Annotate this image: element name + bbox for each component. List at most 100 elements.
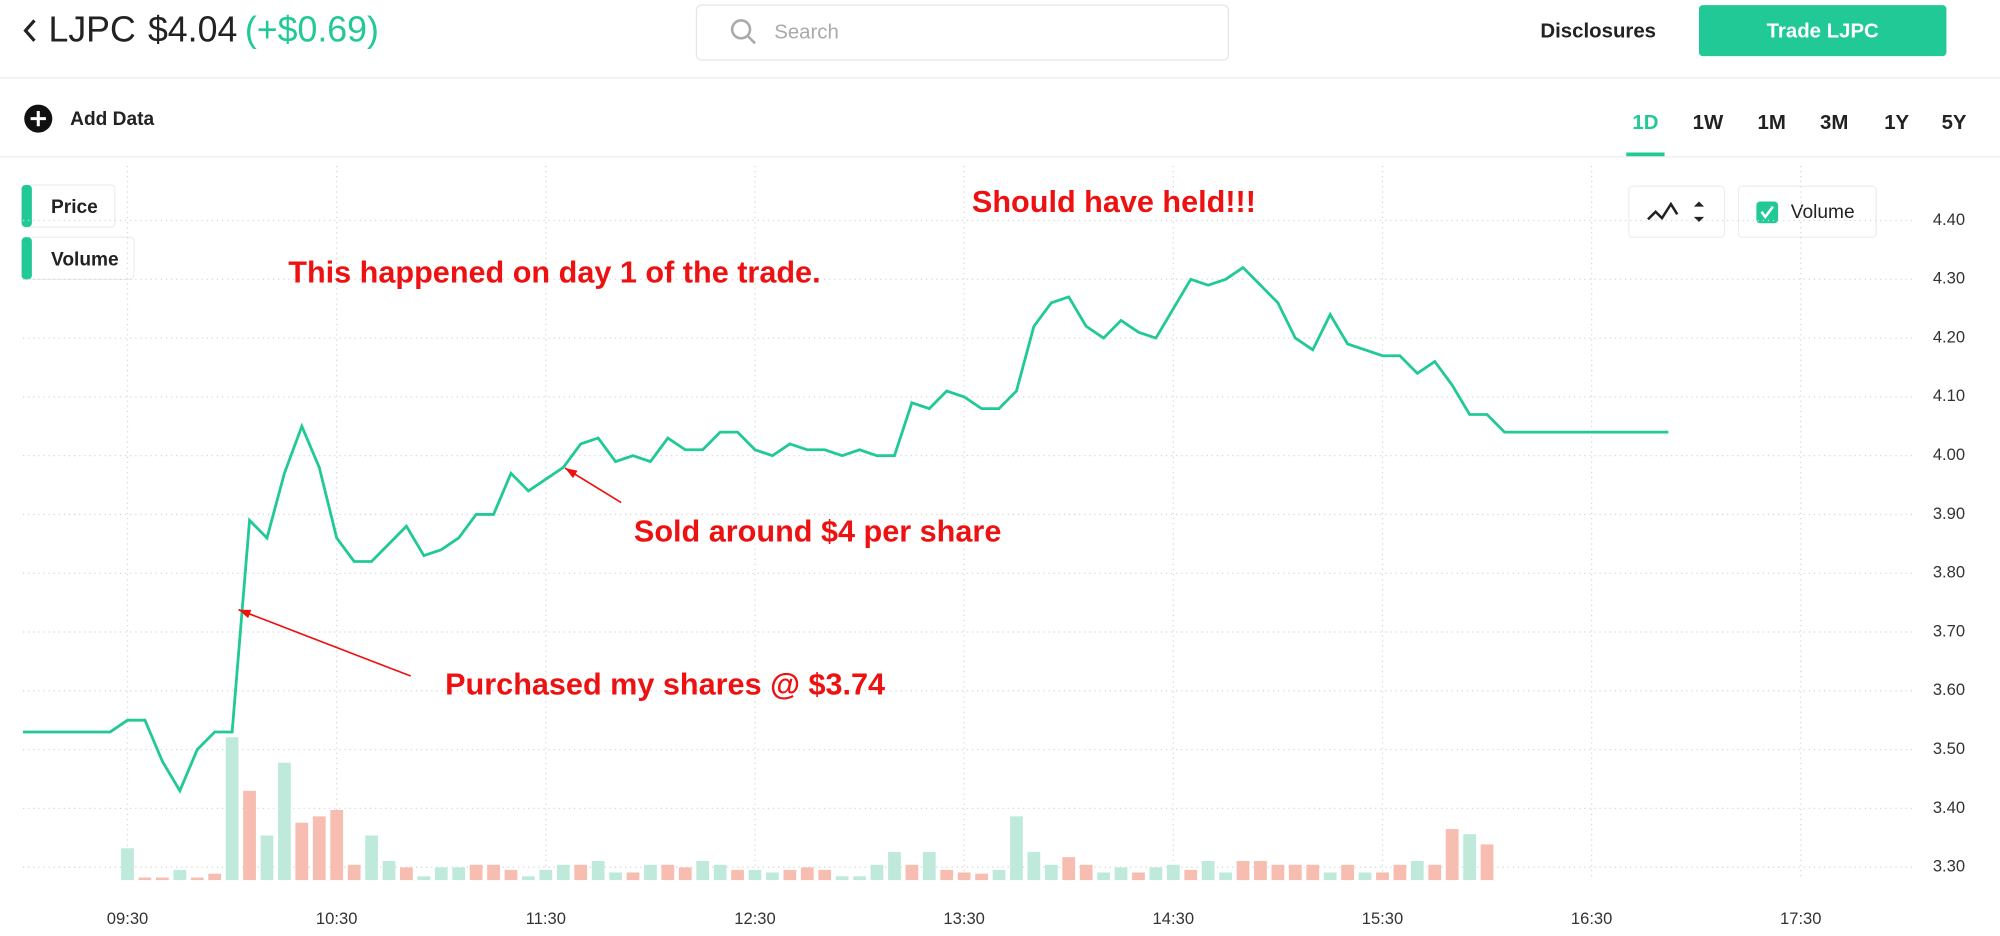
volume-bar <box>243 790 256 881</box>
dropdown-icon <box>1693 201 1705 222</box>
y-tick-label: 4.00 <box>1933 445 1965 464</box>
volume-bar <box>522 876 535 881</box>
price: $4.04 <box>148 9 237 49</box>
add-data-icon <box>30 110 46 127</box>
volume-bar <box>330 809 344 881</box>
volume-bar <box>626 872 640 881</box>
volume-bar <box>1132 872 1145 881</box>
volume-bar <box>556 864 570 881</box>
volume-bar <box>452 867 466 881</box>
volume-bar <box>1271 864 1285 881</box>
volume-bar <box>278 762 291 881</box>
volume-bar <box>539 869 553 881</box>
volume-bar <box>190 877 204 881</box>
range-button[interactable]: 1D <box>1632 112 1658 134</box>
volume-bar <box>975 873 988 881</box>
y-tick-label: 3.50 <box>1933 739 1965 758</box>
x-tick-label: 17:30 <box>1780 909 1822 928</box>
x-tick-label: 11:30 <box>526 909 566 928</box>
x-tick-label: 09:30 <box>107 909 148 928</box>
volume-bar <box>644 864 657 881</box>
range-button[interactable]: 5Y <box>1942 112 1967 134</box>
y-tick-label: 4.40 <box>1933 210 1965 229</box>
volume-bar <box>1062 857 1076 881</box>
volume-bar <box>1480 844 1494 881</box>
volume-bar <box>1254 860 1267 881</box>
annotation: This happened on day 1 of the trade. <box>288 255 820 289</box>
search-box[interactable] <box>695 4 1229 61</box>
volume-bar <box>905 864 919 881</box>
volume-bar <box>417 876 431 881</box>
legend-label: Volume <box>51 249 119 270</box>
volume-bar <box>870 864 884 881</box>
y-tick-label: 3.90 <box>1933 504 1965 523</box>
volume-bar <box>1428 864 1442 881</box>
volume-bar <box>1201 860 1215 881</box>
back-button[interactable] <box>23 19 36 42</box>
volume-bar <box>1341 864 1354 881</box>
chart-style-icon <box>1647 201 1679 221</box>
x-tick-label: 12:30 <box>734 909 776 928</box>
volume-bar <box>173 869 187 881</box>
volume-bar <box>922 852 936 881</box>
volume-bar <box>1097 872 1110 881</box>
legend-swatch <box>21 184 32 228</box>
volume-bar <box>957 872 971 881</box>
volume-toggle-label: Volume <box>1791 202 1855 223</box>
volume-bar <box>1376 872 1389 881</box>
volume-bar <box>1166 864 1180 881</box>
volume-bar <box>678 867 692 881</box>
volume-bar <box>731 869 744 881</box>
annotation: Should have held!!! <box>972 185 1256 219</box>
search-icon <box>730 19 752 40</box>
range-button[interactable]: 1M <box>1758 112 1786 134</box>
search-placeholder: Search <box>774 22 839 44</box>
volume-bar <box>1393 864 1407 881</box>
price-change: (+$0.69) <box>245 9 379 49</box>
volume-bar <box>1184 869 1198 881</box>
volume-bar <box>853 876 866 881</box>
volume-bar <box>138 877 152 881</box>
range-button[interactable]: 1W <box>1693 112 1724 134</box>
volume-bar <box>1463 834 1476 881</box>
volume-bar <box>1149 867 1163 881</box>
volume-bar <box>487 864 500 881</box>
volume-bar <box>574 864 588 881</box>
arrow-head <box>238 609 252 619</box>
volume-bar <box>940 869 954 881</box>
volume-bar <box>260 835 274 881</box>
volume-bar <box>1219 872 1232 881</box>
check-icon <box>1760 205 1774 219</box>
volume-bar <box>1358 872 1372 881</box>
volume-bar <box>225 737 239 881</box>
volume-bar <box>1044 864 1058 881</box>
volume-bar <box>766 872 779 881</box>
volume-toggle[interactable] <box>1737 185 1877 238</box>
disclosures-link[interactable]: Disclosures <box>1540 20 1656 42</box>
add-data-label[interactable]: Add Data <box>70 109 154 130</box>
volume-bar <box>1323 872 1337 881</box>
legend-label: Price <box>51 197 98 218</box>
volume-bar <box>1236 860 1250 881</box>
volume-bar <box>713 864 727 881</box>
annotation: Purchased my shares @ $3.74 <box>445 667 885 701</box>
x-tick-label: 13:30 <box>943 909 985 928</box>
volume-bar <box>835 876 849 881</box>
volume-bar <box>208 873 222 881</box>
volume-bar <box>888 852 901 881</box>
volume-bar <box>818 869 832 881</box>
range-button[interactable]: 3M <box>1820 112 1848 134</box>
volume-bar <box>1288 864 1302 881</box>
price-line <box>22 265 1669 794</box>
volume-bar <box>783 869 797 881</box>
search-icon <box>746 34 757 45</box>
volume-bar <box>382 860 396 881</box>
range-button[interactable]: 1Y <box>1884 112 1909 134</box>
volume-bar <box>504 869 518 881</box>
y-tick-label: 3.70 <box>1933 621 1965 640</box>
trade-button[interactable] <box>1698 5 1947 57</box>
volume-bar <box>609 872 622 881</box>
ticker: LJPC <box>48 9 135 49</box>
